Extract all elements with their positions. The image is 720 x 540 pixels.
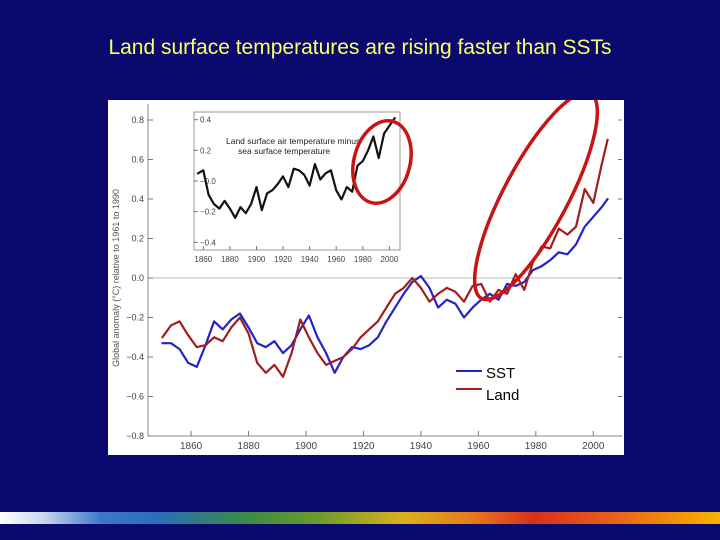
temperature-anomaly-chart: −0.8 −0.6 −0.4 −0.2 0.0 0.2 0.4 0.6 0.8 1860 1880 1…: [111, 100, 622, 452]
inset-x-tick-label: 1860: [194, 255, 212, 264]
x-tick-label: 1980: [525, 441, 548, 452]
x-tick-label: 1880: [237, 441, 260, 452]
y-tick-label: −0.8: [126, 431, 144, 441]
inset-x-tick-label: 1940: [301, 255, 319, 264]
inset-y-tick-label: 0.4: [200, 116, 212, 125]
inset-x-tick-label: 2000: [380, 255, 398, 264]
inset-series-line: [196, 117, 396, 219]
y-tick-label: 0.4: [131, 194, 144, 204]
inset-y-tick-label: 0.2: [200, 146, 212, 155]
highlight-ellipse-inset: [351, 119, 413, 205]
inset-y-tick-label: −0.2: [200, 208, 216, 217]
highlight-ellipse-main: [472, 100, 600, 302]
x-tick-label: 1960: [467, 441, 490, 452]
y-tick-label: 0.6: [131, 155, 144, 165]
x-tick-label: 1900: [295, 441, 318, 452]
inset-y-tick-label: −0.4: [200, 238, 216, 247]
x-tick-label: 1860: [180, 441, 203, 452]
x-tick-label: 1940: [410, 441, 433, 452]
series-line-sst: [161, 197, 609, 374]
x-tick-label: 1920: [352, 441, 375, 452]
inset-y-tick-label: −0.0: [200, 177, 216, 186]
inset-x-tick-label: 1900: [248, 255, 266, 264]
inset-frame: [193, 111, 401, 251]
x-tick-label: 2000: [582, 441, 605, 452]
y-tick-label: −0.6: [126, 392, 144, 402]
chart-figure: −0.8 −0.6 −0.4 −0.2 0.0 0.2 0.4 0.6 0.8 1860 1880 1…: [108, 100, 624, 455]
legend-label-land: Land: [486, 387, 519, 404]
inset-x-tick-label: 1880: [221, 255, 239, 264]
inset-chart: −0.4 −0.2 −0.0 0.2 0.4 1860 1880 1900 1920 1940 19…: [193, 111, 413, 264]
legend-label-sst: SST: [486, 365, 515, 382]
y-axis-label: Global anomaly (°C) relative to 1961 to …: [111, 189, 121, 367]
y-tick-label: 0.0: [131, 273, 144, 283]
inset-x-tick-label: 1980: [354, 255, 372, 264]
inset-title-line1: Land surface air temperature minus: [226, 136, 360, 146]
inset-x-tick-label: 1920: [274, 255, 292, 264]
slide-title: Land surface temperatures are rising fas…: [108, 36, 612, 59]
y-tick-label: 0.2: [131, 234, 144, 244]
y-tick-label: −0.4: [126, 352, 144, 362]
y-tick-label: −0.2: [126, 313, 144, 323]
decorative-gradient-bar: [0, 512, 720, 524]
y-tick-label: 0.8: [131, 115, 144, 125]
inset-title-line2: sea surface temperature: [238, 146, 330, 156]
inset-x-tick-label: 1960: [327, 255, 345, 264]
chart-legend: SST Land: [456, 365, 519, 404]
